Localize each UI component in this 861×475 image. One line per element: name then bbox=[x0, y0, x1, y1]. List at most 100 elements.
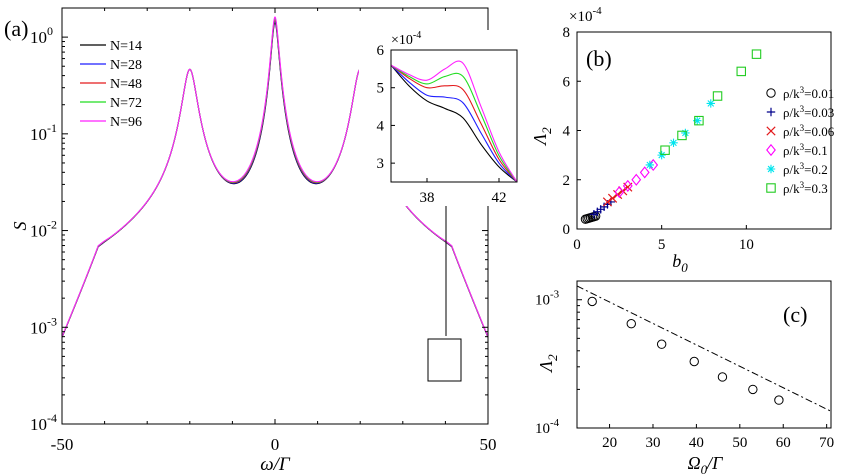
c-y-tick-label: 10-4 bbox=[535, 417, 560, 437]
inset-y-tick-label: 3 bbox=[377, 156, 385, 172]
legend-label: ρ/k3=0.3 bbox=[783, 180, 828, 196]
panel-label-a: (a) bbox=[4, 16, 28, 41]
b-multiplier-base: ×10 bbox=[569, 9, 592, 25]
panel-b: 0 5 1002468×10-4(b)Λ2b0ρ/k3=0.01ρ/k3=0.03ρ… bbox=[530, 5, 835, 275]
legend-label-value: =0.03 bbox=[804, 105, 834, 120]
legend-label: N=28 bbox=[110, 58, 142, 73]
legend-label: N=72 bbox=[110, 96, 142, 111]
legend-label-base: ρ/k bbox=[783, 162, 800, 177]
y-tick-label: 10-2 bbox=[30, 218, 57, 241]
x-tick-label: -50 bbox=[51, 435, 74, 454]
b-x-axis-label-sub: 0 bbox=[681, 260, 688, 275]
legend-marker bbox=[766, 164, 776, 174]
legend-label-sup: 3 bbox=[800, 161, 805, 171]
legend-label: N=48 bbox=[110, 77, 142, 92]
data-point bbox=[587, 296, 597, 307]
data-point bbox=[706, 99, 715, 108]
y-tick-label-sup: -4 bbox=[47, 411, 57, 425]
data-point bbox=[774, 395, 784, 405]
b-multiplier-sup: -4 bbox=[592, 5, 602, 17]
inset-series-line bbox=[390, 64, 518, 183]
legend-label: ρ/k3=0.03 bbox=[783, 104, 834, 120]
legend-label: ρ/k3=0.2 bbox=[783, 161, 828, 177]
legend-label-base: ρ/k bbox=[783, 181, 800, 196]
data-point bbox=[631, 173, 642, 186]
legend-label-sup: 3 bbox=[800, 104, 805, 114]
y-tick-label-sup: -1 bbox=[47, 121, 57, 135]
inset-series-line bbox=[390, 60, 518, 183]
data-point bbox=[669, 138, 678, 148]
zoom-box bbox=[427, 338, 462, 382]
panel-label-c-bg bbox=[778, 296, 822, 330]
legend-marker bbox=[766, 143, 776, 157]
legend-marker bbox=[766, 183, 776, 193]
legend-label: ρ/k3=0.06 bbox=[783, 123, 835, 139]
y-tick-label: 10-1 bbox=[30, 121, 57, 144]
legend-label-base: ρ/k bbox=[783, 143, 800, 158]
b-y-axis-label: Λ2 bbox=[530, 127, 554, 147]
inset-series-line bbox=[390, 64, 518, 183]
y-tick-label-base: 10 bbox=[30, 28, 47, 47]
legend-label: N=96 bbox=[110, 115, 142, 130]
y-tick-label: 10-4 bbox=[30, 411, 57, 434]
legend-label-base: ρ/k bbox=[783, 105, 800, 120]
panel-a-inset: 38 42 3 4 5 6 ×10-4 bbox=[359, 30, 525, 206]
data-point bbox=[626, 319, 636, 329]
legend-label-value: =0.2 bbox=[804, 162, 828, 177]
b-x-axis-label: b0 bbox=[672, 251, 688, 275]
legend-label-base: ρ/k bbox=[783, 86, 800, 101]
x-axis-label: ω/Γ bbox=[260, 454, 291, 475]
c-x-axis-label-sub: 0 bbox=[701, 462, 708, 475]
c-x-tick-label: 30 bbox=[645, 435, 660, 451]
c-x-tick-label: 20 bbox=[602, 435, 617, 451]
c-x-axis-label-tail: /Γ bbox=[706, 453, 723, 473]
data-point bbox=[677, 130, 687, 141]
legend-label-value: =0.3 bbox=[804, 181, 828, 196]
c-y-tick-label-sup: -3 bbox=[550, 289, 560, 301]
data-point bbox=[736, 66, 747, 77]
legend-label-value: =0.01 bbox=[804, 86, 834, 101]
c-y-tick-label: 10-3 bbox=[535, 289, 560, 309]
inset-series-line bbox=[390, 64, 518, 183]
panel-a: -50 0 5010-410-310-210-1100(a)Sω/ΓN=14N=28… bbox=[4, 7, 497, 475]
y-tick-label-base: 10 bbox=[30, 318, 47, 337]
legend-label-base: ρ/k bbox=[783, 124, 800, 139]
data-point bbox=[622, 179, 633, 192]
b-y-tick-label: 4 bbox=[563, 124, 571, 140]
data-point bbox=[656, 339, 667, 349]
panel-label-c: (c) bbox=[783, 302, 807, 327]
inset-y-tick-label: 6 bbox=[377, 43, 385, 59]
data-point bbox=[639, 166, 650, 179]
panel-label-b: (b) bbox=[586, 46, 612, 71]
legend-marker bbox=[766, 88, 776, 98]
c-x-axis-label-base: Ω bbox=[688, 453, 701, 473]
legend-label-value: =0.06 bbox=[804, 124, 835, 139]
inset-y-tick-label: 4 bbox=[377, 118, 385, 134]
y-tick-label-sup: -2 bbox=[47, 218, 57, 232]
legend-label: ρ/k3=0.1 bbox=[783, 142, 828, 158]
b-x-tick-label: 5 bbox=[658, 237, 666, 253]
data-point bbox=[681, 128, 690, 138]
legend-label: ρ/k3=0.01 bbox=[783, 85, 834, 101]
y-tick-label: 100 bbox=[30, 24, 53, 47]
panel-c-axes-box bbox=[576, 280, 832, 429]
b-y-axis-label-base: Λ bbox=[530, 134, 550, 147]
c-x-axis-label: Ω0/Γ bbox=[688, 453, 724, 475]
b-y-tick-label: 8 bbox=[563, 25, 571, 41]
data-point bbox=[657, 150, 666, 160]
c-y-tick-label-base: 10 bbox=[535, 421, 550, 437]
y-axis-label: S bbox=[10, 222, 30, 231]
legend-label-sup: 3 bbox=[800, 85, 805, 95]
c-x-tick-label: 70 bbox=[819, 435, 834, 451]
c-x-tick-label: 60 bbox=[776, 435, 791, 451]
c-y-tick-label-base: 10 bbox=[535, 293, 550, 309]
legend-label-sup: 3 bbox=[800, 142, 805, 152]
legend-label-sup: 3 bbox=[800, 123, 805, 133]
data-point bbox=[717, 372, 728, 382]
y-tick-label-base: 10 bbox=[30, 125, 47, 144]
inset-y-tick-label: 5 bbox=[377, 81, 385, 97]
c-x-tick-label: 40 bbox=[689, 435, 704, 451]
